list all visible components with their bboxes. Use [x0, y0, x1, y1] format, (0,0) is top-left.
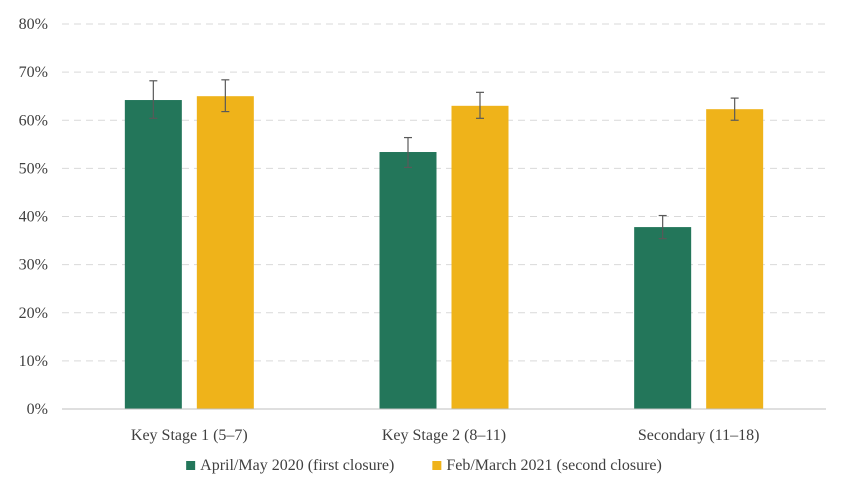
- bar-first-closure: [634, 227, 692, 409]
- legend: April/May 2020 (first closure) Feb/March …: [186, 457, 662, 474]
- legend-item: April/May 2020 (first closure): [186, 457, 394, 474]
- bar-first-closure: [379, 152, 437, 409]
- x-axis-categories: Key Stage 1 (5–7) Key Stage 2 (8–11) Secon…: [131, 427, 760, 444]
- legend-item: Feb/March 2021 (second closure): [432, 457, 662, 474]
- legend-swatch: [186, 461, 196, 470]
- error-bars: [149, 79, 739, 240]
- y-tick-label: 30%: [19, 257, 48, 274]
- y-tick-label: 40%: [19, 209, 48, 226]
- bar-second-closure: [451, 105, 509, 409]
- y-tick-label: 0%: [27, 401, 48, 418]
- bar-second-closure: [706, 109, 764, 410]
- x-category-label: Key Stage 1 (5–7): [131, 427, 248, 444]
- y-tick-label: 10%: [19, 353, 48, 370]
- x-category-label: Key Stage 2 (8–11): [382, 427, 506, 444]
- legend-label: April/May 2020 (first closure): [200, 457, 394, 474]
- y-tick-label: 20%: [19, 305, 48, 322]
- y-tick-label: 50%: [19, 160, 48, 177]
- y-tick-label: 60%: [19, 112, 48, 129]
- y-axis-ticks: 0% 10% 20% 30% 40% 50% 60% 70% 80%: [19, 16, 48, 418]
- bar-second-closure: [196, 96, 254, 409]
- bar-first-closure: [124, 100, 182, 409]
- y-tick-label: 70%: [19, 64, 48, 81]
- grid-lines: [62, 23, 826, 362]
- legend-label: Feb/March 2021 (second closure): [446, 457, 662, 474]
- legend-swatch: [432, 461, 442, 470]
- y-tick-label: 80%: [19, 16, 48, 33]
- bars: [124, 96, 764, 410]
- x-category-label: Secondary (11–18): [638, 427, 760, 444]
